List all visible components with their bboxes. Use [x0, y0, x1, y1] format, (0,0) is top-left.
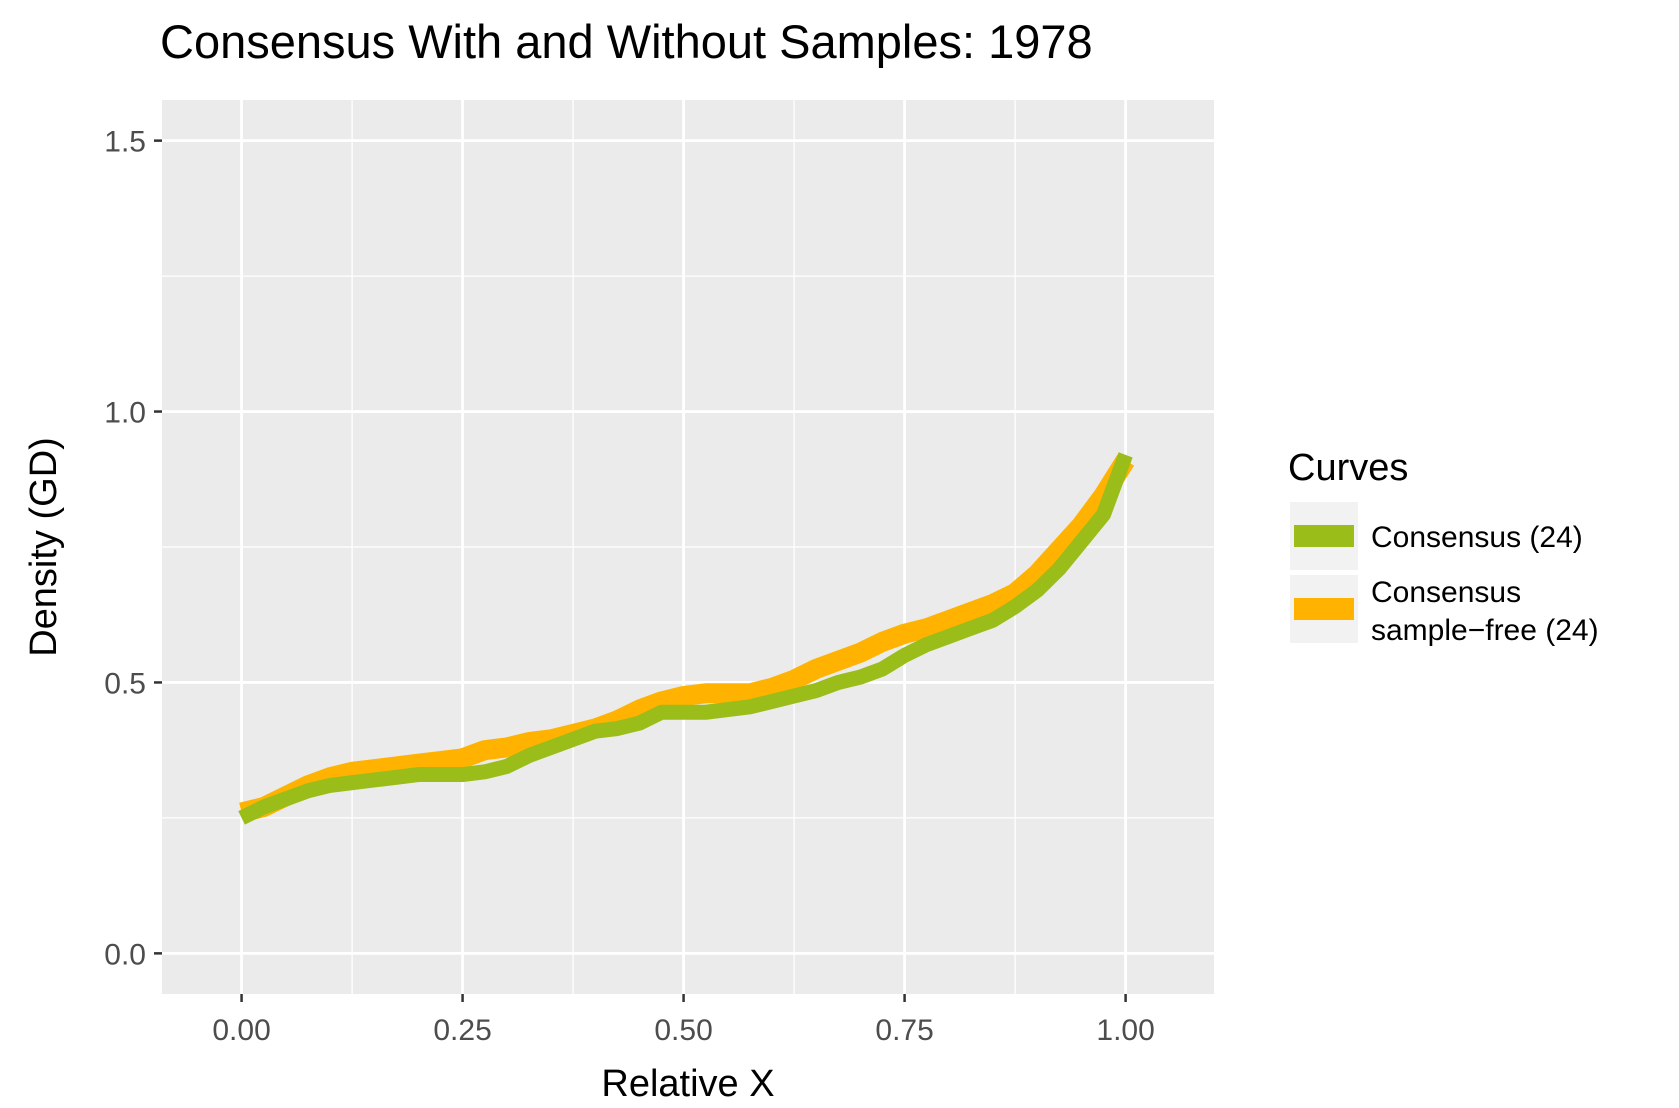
y-tick-label: 0.5 — [104, 667, 146, 700]
series-line-sample-free — [239, 454, 1135, 823]
y-axis-title: Density (GD) — [23, 437, 65, 657]
x-tick-label: 0.50 — [654, 1014, 712, 1047]
y-tick-label: 1.5 — [104, 126, 146, 159]
chart-title: Consensus With and Without Samples: 1978 — [160, 15, 1093, 68]
legend-label-consensus: Consensus (24) — [1371, 521, 1583, 554]
legend: Curves Consensus (24) Consensus sample−f… — [1288, 447, 1599, 647]
legend-swatch-sample-free — [1294, 598, 1354, 620]
legend-label-sample-free-line2: sample−free (24) — [1371, 614, 1599, 647]
x-tick-label: 0.75 — [875, 1014, 933, 1047]
x-tick-label: 0.00 — [212, 1014, 270, 1047]
legend-title: Curves — [1288, 447, 1408, 489]
x-tick-label: 1.00 — [1096, 1014, 1154, 1047]
y-tick-label: 1.0 — [104, 397, 146, 430]
legend-swatch-consensus — [1294, 525, 1354, 547]
legend-label-sample-free-line1: Consensus — [1371, 576, 1521, 609]
grid-lines — [162, 100, 1214, 994]
axes: 0.00 0.25 0.50 0.75 1.00 0.0 0.5 1.0 1.5 — [104, 126, 1155, 1047]
x-axis-title: Relative X — [601, 1063, 774, 1105]
x-tick-label: 0.25 — [433, 1014, 491, 1047]
series-line-consensus — [238, 452, 1133, 825]
y-tick-label: 0.0 — [104, 938, 146, 971]
data-series — [238, 452, 1135, 825]
